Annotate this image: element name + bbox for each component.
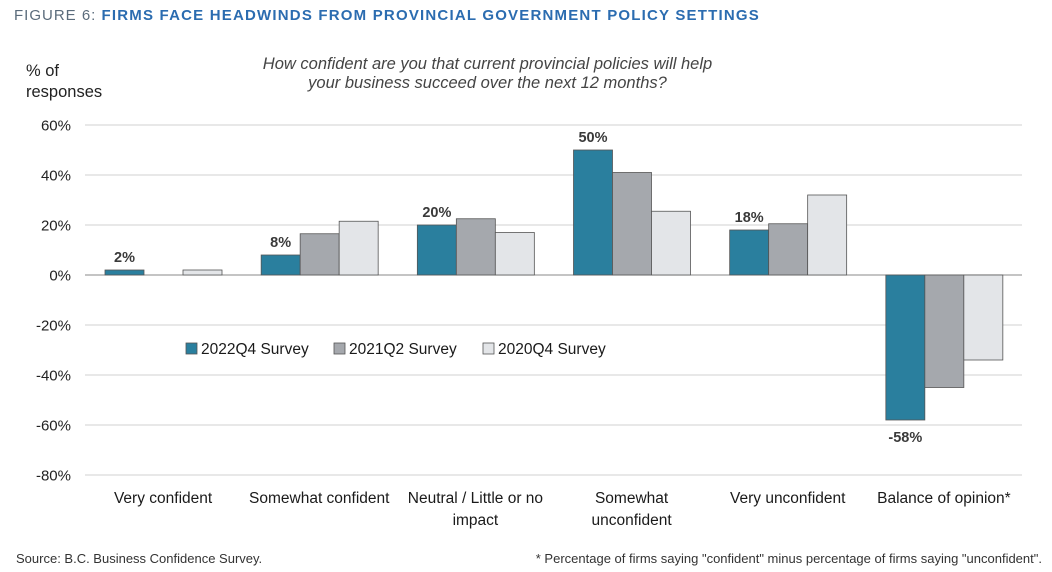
bar-3 xyxy=(807,194,848,276)
y-tick-label: -60% xyxy=(36,418,71,435)
footnote: * Percentage of firms saying "confident"… xyxy=(535,551,1042,566)
y-axis-title-line-1: % of xyxy=(26,62,60,80)
legend-label: 2021Q2 Survey xyxy=(349,341,457,358)
bar-2 xyxy=(612,172,652,276)
question-line-2: your business succeed over the next 12 m… xyxy=(308,74,667,92)
data-label: 18% xyxy=(735,210,764,226)
bar-2 xyxy=(924,274,965,388)
y-tick-label: 40% xyxy=(41,168,71,185)
y-tick-label: 0% xyxy=(49,268,71,285)
data-label: 50% xyxy=(578,130,607,146)
y-tick-label: -40% xyxy=(36,368,71,385)
x-tick-label: Somewhat xyxy=(595,490,669,507)
x-tick-label: Balance of opinion* xyxy=(877,490,1011,507)
bar-1 xyxy=(416,224,457,276)
data-label: 20% xyxy=(422,205,451,221)
bar-1 xyxy=(260,254,301,276)
x-tick-label: Neutral / Little or no xyxy=(408,490,543,507)
bar-3 xyxy=(338,220,379,276)
data-label: -58% xyxy=(888,430,922,446)
bar-3 xyxy=(963,274,1004,361)
x-tick-label: Very confident xyxy=(114,490,213,507)
y-tick-label: 60% xyxy=(41,118,71,135)
y-axis-title-line-2: responses xyxy=(26,83,103,101)
bar-2 xyxy=(299,233,340,276)
y-axis-title: % of responses xyxy=(26,61,102,103)
legend-swatch xyxy=(482,342,495,355)
bar-3 xyxy=(182,269,223,276)
bar-2 xyxy=(455,218,496,276)
legend-swatch xyxy=(185,342,198,355)
bar-1 xyxy=(729,229,770,276)
legend-label: 2022Q4 Survey xyxy=(201,341,309,358)
x-tick-label: Somewhat confident xyxy=(249,490,390,507)
figure-label: FIGURE 6: xyxy=(14,7,97,24)
chart-question: How confident are you that current provi… xyxy=(200,55,775,93)
data-label: 2% xyxy=(114,250,135,266)
legend-swatch xyxy=(333,342,346,355)
x-tick-label: unconfident xyxy=(592,512,673,529)
bar-2 xyxy=(768,223,809,276)
y-tick-label: -20% xyxy=(36,318,71,335)
bar-1 xyxy=(104,269,145,276)
x-tick-label: Very unconfident xyxy=(730,490,846,507)
bar-3 xyxy=(651,210,691,276)
figure-title: FIRMS FACE HEADWINDS FROM PROVINCIAL GOV… xyxy=(101,7,760,24)
bar-1 xyxy=(573,149,613,276)
x-tick-label: impact xyxy=(453,512,499,529)
figure-header: FIGURE 6: FIRMS FACE HEADWINDS FROM PROV… xyxy=(14,7,760,24)
question-line-1: How confident are you that current provi… xyxy=(262,55,713,73)
bar-3 xyxy=(494,232,535,276)
legend-label: 2020Q4 Survey xyxy=(498,341,606,358)
bar-1 xyxy=(885,274,926,421)
data-label: 8% xyxy=(270,235,291,251)
y-tick-label: -80% xyxy=(36,468,71,485)
source-note: Source: B.C. Business Confidence Survey. xyxy=(16,551,263,566)
y-tick-label: 20% xyxy=(41,218,71,235)
